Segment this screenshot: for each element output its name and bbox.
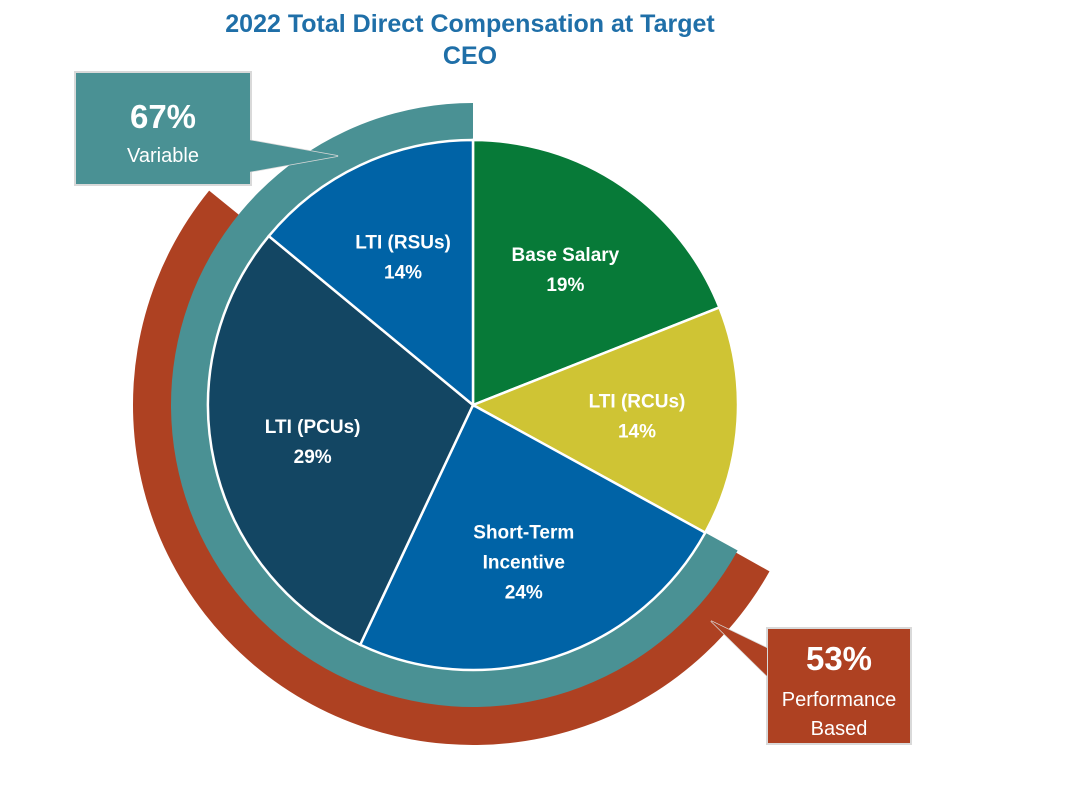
slice-name-label: LTI (RSUs) [355, 232, 451, 253]
slice-lti-rcus [470, 305, 740, 535]
slice-value-label: 14% [384, 262, 422, 283]
slice-value-label: 24% [505, 582, 543, 603]
chart-title-block: 2022 Total Direct Compensation at Target… [0, 8, 940, 72]
slice-value-label: 14% [618, 421, 656, 442]
chart-title: 2022 Total Direct Compensation at Target [225, 10, 715, 38]
variable-callout-box [74, 71, 252, 186]
chart-subtitle: CEO [442, 42, 498, 70]
slice-name-label: Base Salary [511, 245, 619, 266]
slice-name-label: Incentive [483, 552, 565, 573]
performance-based-callout-percent: 53% [806, 640, 872, 677]
slice-name-label: LTI (RCUs) [589, 391, 686, 412]
slice-name-label: Short-Term [473, 522, 574, 543]
slice-value-label: 29% [294, 447, 332, 468]
performance-based-callout-label: Based [811, 718, 868, 740]
performance-based-callout-label: Performance [782, 689, 897, 711]
slice-name-label: LTI (PCUs) [265, 417, 361, 438]
slice-value-label: 19% [546, 275, 584, 296]
slice-lti-pcus [206, 234, 475, 647]
variable-callout-pointer-fill [249, 140, 338, 172]
variable-callout-percent: 67% [130, 98, 196, 135]
slice-base-salary [471, 138, 722, 407]
slice-lti-rsus [267, 138, 475, 408]
variable-callout-label: Variable [127, 145, 199, 167]
slice-short-term-incentive [358, 403, 707, 672]
performance-based-callout-pointer-fill [711, 621, 767, 676]
performance-based-callout-box [766, 627, 912, 745]
